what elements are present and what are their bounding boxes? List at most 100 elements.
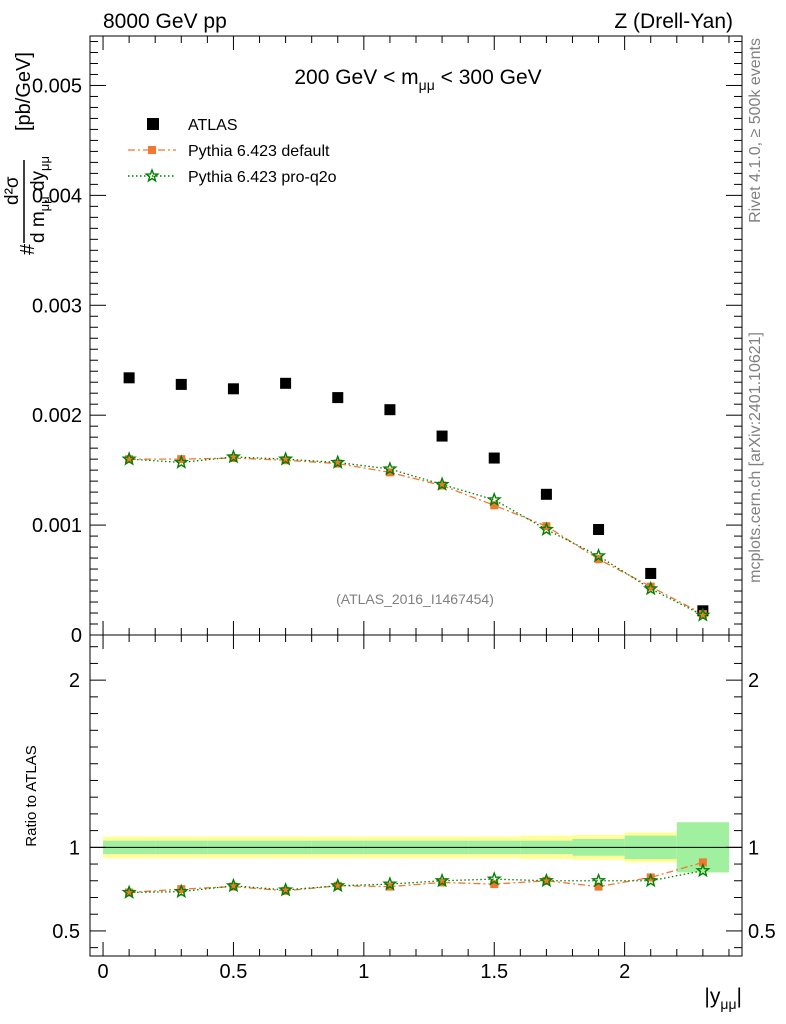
default-point xyxy=(438,481,447,490)
atlas-point xyxy=(436,430,448,442)
default-point xyxy=(333,459,342,468)
ratio-axis-ticks xyxy=(90,635,742,956)
atlas-point xyxy=(175,378,187,390)
main-ytick-label: 0 xyxy=(71,625,82,647)
proq2o-point xyxy=(330,454,346,469)
legend-proq2o-label: Pythia 6.423 pro-q2o xyxy=(188,169,337,186)
ratio-default-point xyxy=(229,882,238,891)
ratio-series-layer xyxy=(121,858,711,899)
proq2o-point xyxy=(695,607,711,622)
legend: ATLAS Pythia 6.423 default Pythia 6.423 … xyxy=(128,117,337,186)
ratio-default-point xyxy=(125,888,134,897)
ratio-panel: 0.5 1 2 0.5 1 2 0 0.5 1 1.5 2 Ratio to ATLAS |yμ… xyxy=(23,634,776,1012)
xtick-label: 0.5 xyxy=(220,961,248,983)
ratio-ytick-label: 0.5 xyxy=(52,921,80,943)
main-ylabel-units: [pb/GeV] xyxy=(13,52,35,131)
mcplots-label: mcplots.cern.ch [arXiv:2401.10621] xyxy=(747,332,764,583)
main-ytick-label: 0.002 xyxy=(32,405,82,427)
ratio-ytick-label-right: 2 xyxy=(748,670,759,692)
atlas-point xyxy=(645,567,657,579)
ratio-default-point xyxy=(438,878,447,887)
legend-atlas-label: ATLAS xyxy=(188,117,238,134)
default-point xyxy=(490,501,499,510)
atlas-point xyxy=(540,488,552,500)
ratio-proq2o-point xyxy=(486,871,502,886)
legend-proq2o-marker xyxy=(144,168,160,183)
header-left: 8000 GeV pp xyxy=(103,10,227,33)
default-point xyxy=(646,582,655,591)
proq2o-point xyxy=(121,451,137,466)
ratio-default-point xyxy=(177,885,186,894)
header-right: Z (Drell-Yan) xyxy=(614,10,733,33)
main-ytick-label: 0.003 xyxy=(32,295,82,317)
ratio-default-point xyxy=(490,880,499,889)
ratio-proq2o-point xyxy=(643,872,659,888)
ratio-default-point xyxy=(333,881,342,890)
ratio-default-point xyxy=(542,876,551,885)
default-point xyxy=(125,455,134,464)
atlas-point xyxy=(227,383,239,395)
ratio-proq2o-point xyxy=(121,884,137,899)
ratio-proq2o-point xyxy=(695,862,711,878)
legend-atlas-marker xyxy=(147,118,159,130)
ratio-proq2o-point xyxy=(590,872,607,888)
ratio-ytick-label: 2 xyxy=(69,670,80,692)
main-axis-ticks xyxy=(90,36,742,636)
main-ytick-labels: 0 0.001 0.002 0.003 0.004 0.005 xyxy=(32,75,82,647)
ratio-ytick-labels: 0.5 1 2 xyxy=(52,670,80,943)
main-series-line-2 xyxy=(129,456,704,616)
legend-star-shape xyxy=(144,168,160,183)
proq2o-point xyxy=(382,461,398,476)
main-ytick-label: 0.004 xyxy=(32,185,82,207)
ratio-proq2o-point xyxy=(277,881,294,897)
default-point xyxy=(229,454,238,463)
ratio-default-point xyxy=(698,858,707,867)
default-point xyxy=(698,610,707,619)
main-title: 200 GeV < mμμ < 300 GeV xyxy=(294,66,541,93)
main-ytick-label: 0.005 xyxy=(32,75,82,97)
legend-default-marker xyxy=(148,146,156,154)
ratio-default-point xyxy=(646,873,655,882)
xtick-label: 1.5 xyxy=(480,961,508,983)
xtick-label: 2 xyxy=(619,961,630,983)
ratio-ytick-label-right: 0.5 xyxy=(748,921,776,943)
ratio-series-line-1 xyxy=(129,870,704,894)
ratio-series-line-0 xyxy=(129,861,704,894)
xtick-label: 1 xyxy=(358,961,369,983)
ratio-proq2o-point xyxy=(382,876,398,891)
atlas-point xyxy=(593,523,605,535)
ratio-proq2o-point xyxy=(434,872,450,888)
proq2o-point xyxy=(538,521,555,536)
main-ytick-label: 0.001 xyxy=(32,515,82,537)
atlas-point xyxy=(384,404,396,416)
ratio-ytick-label-right: 1 xyxy=(748,837,759,859)
ratio-default-point xyxy=(281,886,290,895)
ratio-xlabel: |yμμ| xyxy=(704,985,742,1012)
default-point xyxy=(281,456,290,465)
proq2o-point xyxy=(590,547,607,563)
main-ylabel-numerator: d²σ xyxy=(2,176,23,205)
ratio-proq2o-point xyxy=(225,877,242,893)
default-point xyxy=(177,455,186,464)
atlas-point xyxy=(332,392,344,404)
main-panel: 0 0.001 0.002 0.003 0.004 0.005 200 GeV < mμμ… xyxy=(2,35,743,647)
ratio-frame xyxy=(89,634,743,957)
ratio-ytick-label: 1 xyxy=(69,837,80,859)
legend-default-label: Pythia 6.423 default xyxy=(188,143,330,160)
main-series-line-1 xyxy=(129,457,704,615)
ratio-ylabel: Ratio to ATLAS xyxy=(23,745,40,846)
proq2o-point xyxy=(643,580,659,596)
ratio-proq2o-point xyxy=(173,883,189,899)
atlas-point xyxy=(280,377,292,389)
ratio-ytick-labels-right: 0.5 1 2 xyxy=(748,670,776,943)
ratio-proq2o-point xyxy=(538,872,555,888)
ratio-proq2o-point xyxy=(330,877,346,893)
analysis-watermark: (ATLAS_2016_I1467454) xyxy=(336,591,494,607)
xtick-label: 0 xyxy=(97,961,108,983)
proq2o-point xyxy=(486,491,502,507)
proq2o-point xyxy=(277,451,294,466)
atlas-point xyxy=(123,372,135,384)
proq2o-point xyxy=(173,454,189,469)
proq2o-point xyxy=(434,476,450,491)
